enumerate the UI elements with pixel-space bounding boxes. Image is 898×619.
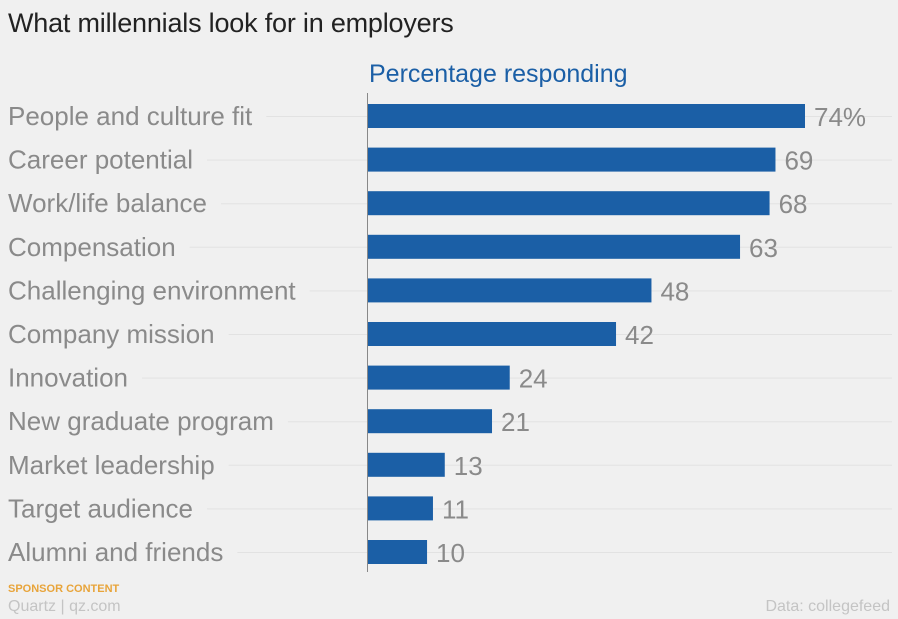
value-label: 48 xyxy=(660,276,689,306)
value-label: 21 xyxy=(501,407,530,437)
bar xyxy=(368,409,493,434)
source-label: Data: collegefeed xyxy=(765,598,890,615)
bar xyxy=(368,540,428,564)
category-labels: People and culture fit Career potential Wo… xyxy=(8,101,296,567)
value-label: 24 xyxy=(519,364,548,394)
chart-title: What millennials look for in employers xyxy=(8,8,454,38)
bar xyxy=(368,147,776,172)
category-label: Career potential xyxy=(8,145,193,175)
category-label: Work/life balance xyxy=(8,188,207,218)
category-label: Innovation xyxy=(8,363,128,393)
category-label: People and culture fit xyxy=(8,101,253,131)
value-label: 63 xyxy=(749,233,778,263)
value-label: 68 xyxy=(779,189,808,219)
value-label: 10 xyxy=(436,538,465,568)
category-label: Alumni and friends xyxy=(8,537,223,567)
category-label: Target audience xyxy=(8,493,193,523)
bar xyxy=(368,452,445,477)
value-label: 42 xyxy=(625,320,654,350)
sponsor-label: SPONSOR CONTENT xyxy=(8,583,120,595)
value-label: 11 xyxy=(442,494,469,524)
value-label: 69 xyxy=(784,146,813,176)
series-label: Percentage responding xyxy=(369,60,628,88)
bar xyxy=(368,496,433,521)
category-label: Company mission xyxy=(8,319,215,349)
bar xyxy=(368,322,617,346)
bars xyxy=(368,104,805,564)
bar xyxy=(368,278,652,303)
category-label: Compensation xyxy=(8,232,176,262)
value-label: 74% xyxy=(814,102,866,132)
bar xyxy=(368,104,805,128)
category-label: Market leadership xyxy=(8,450,215,480)
bar xyxy=(368,234,741,259)
bar-chart: People and culture fit Career potential Wo… xyxy=(8,60,892,572)
category-label: New graduate program xyxy=(8,406,274,436)
bar xyxy=(368,365,510,390)
value-label: 13 xyxy=(454,451,483,481)
brand-label: Quartz | qz.com xyxy=(8,598,121,615)
bar xyxy=(368,191,770,216)
category-label: Challenging environment xyxy=(8,275,296,305)
